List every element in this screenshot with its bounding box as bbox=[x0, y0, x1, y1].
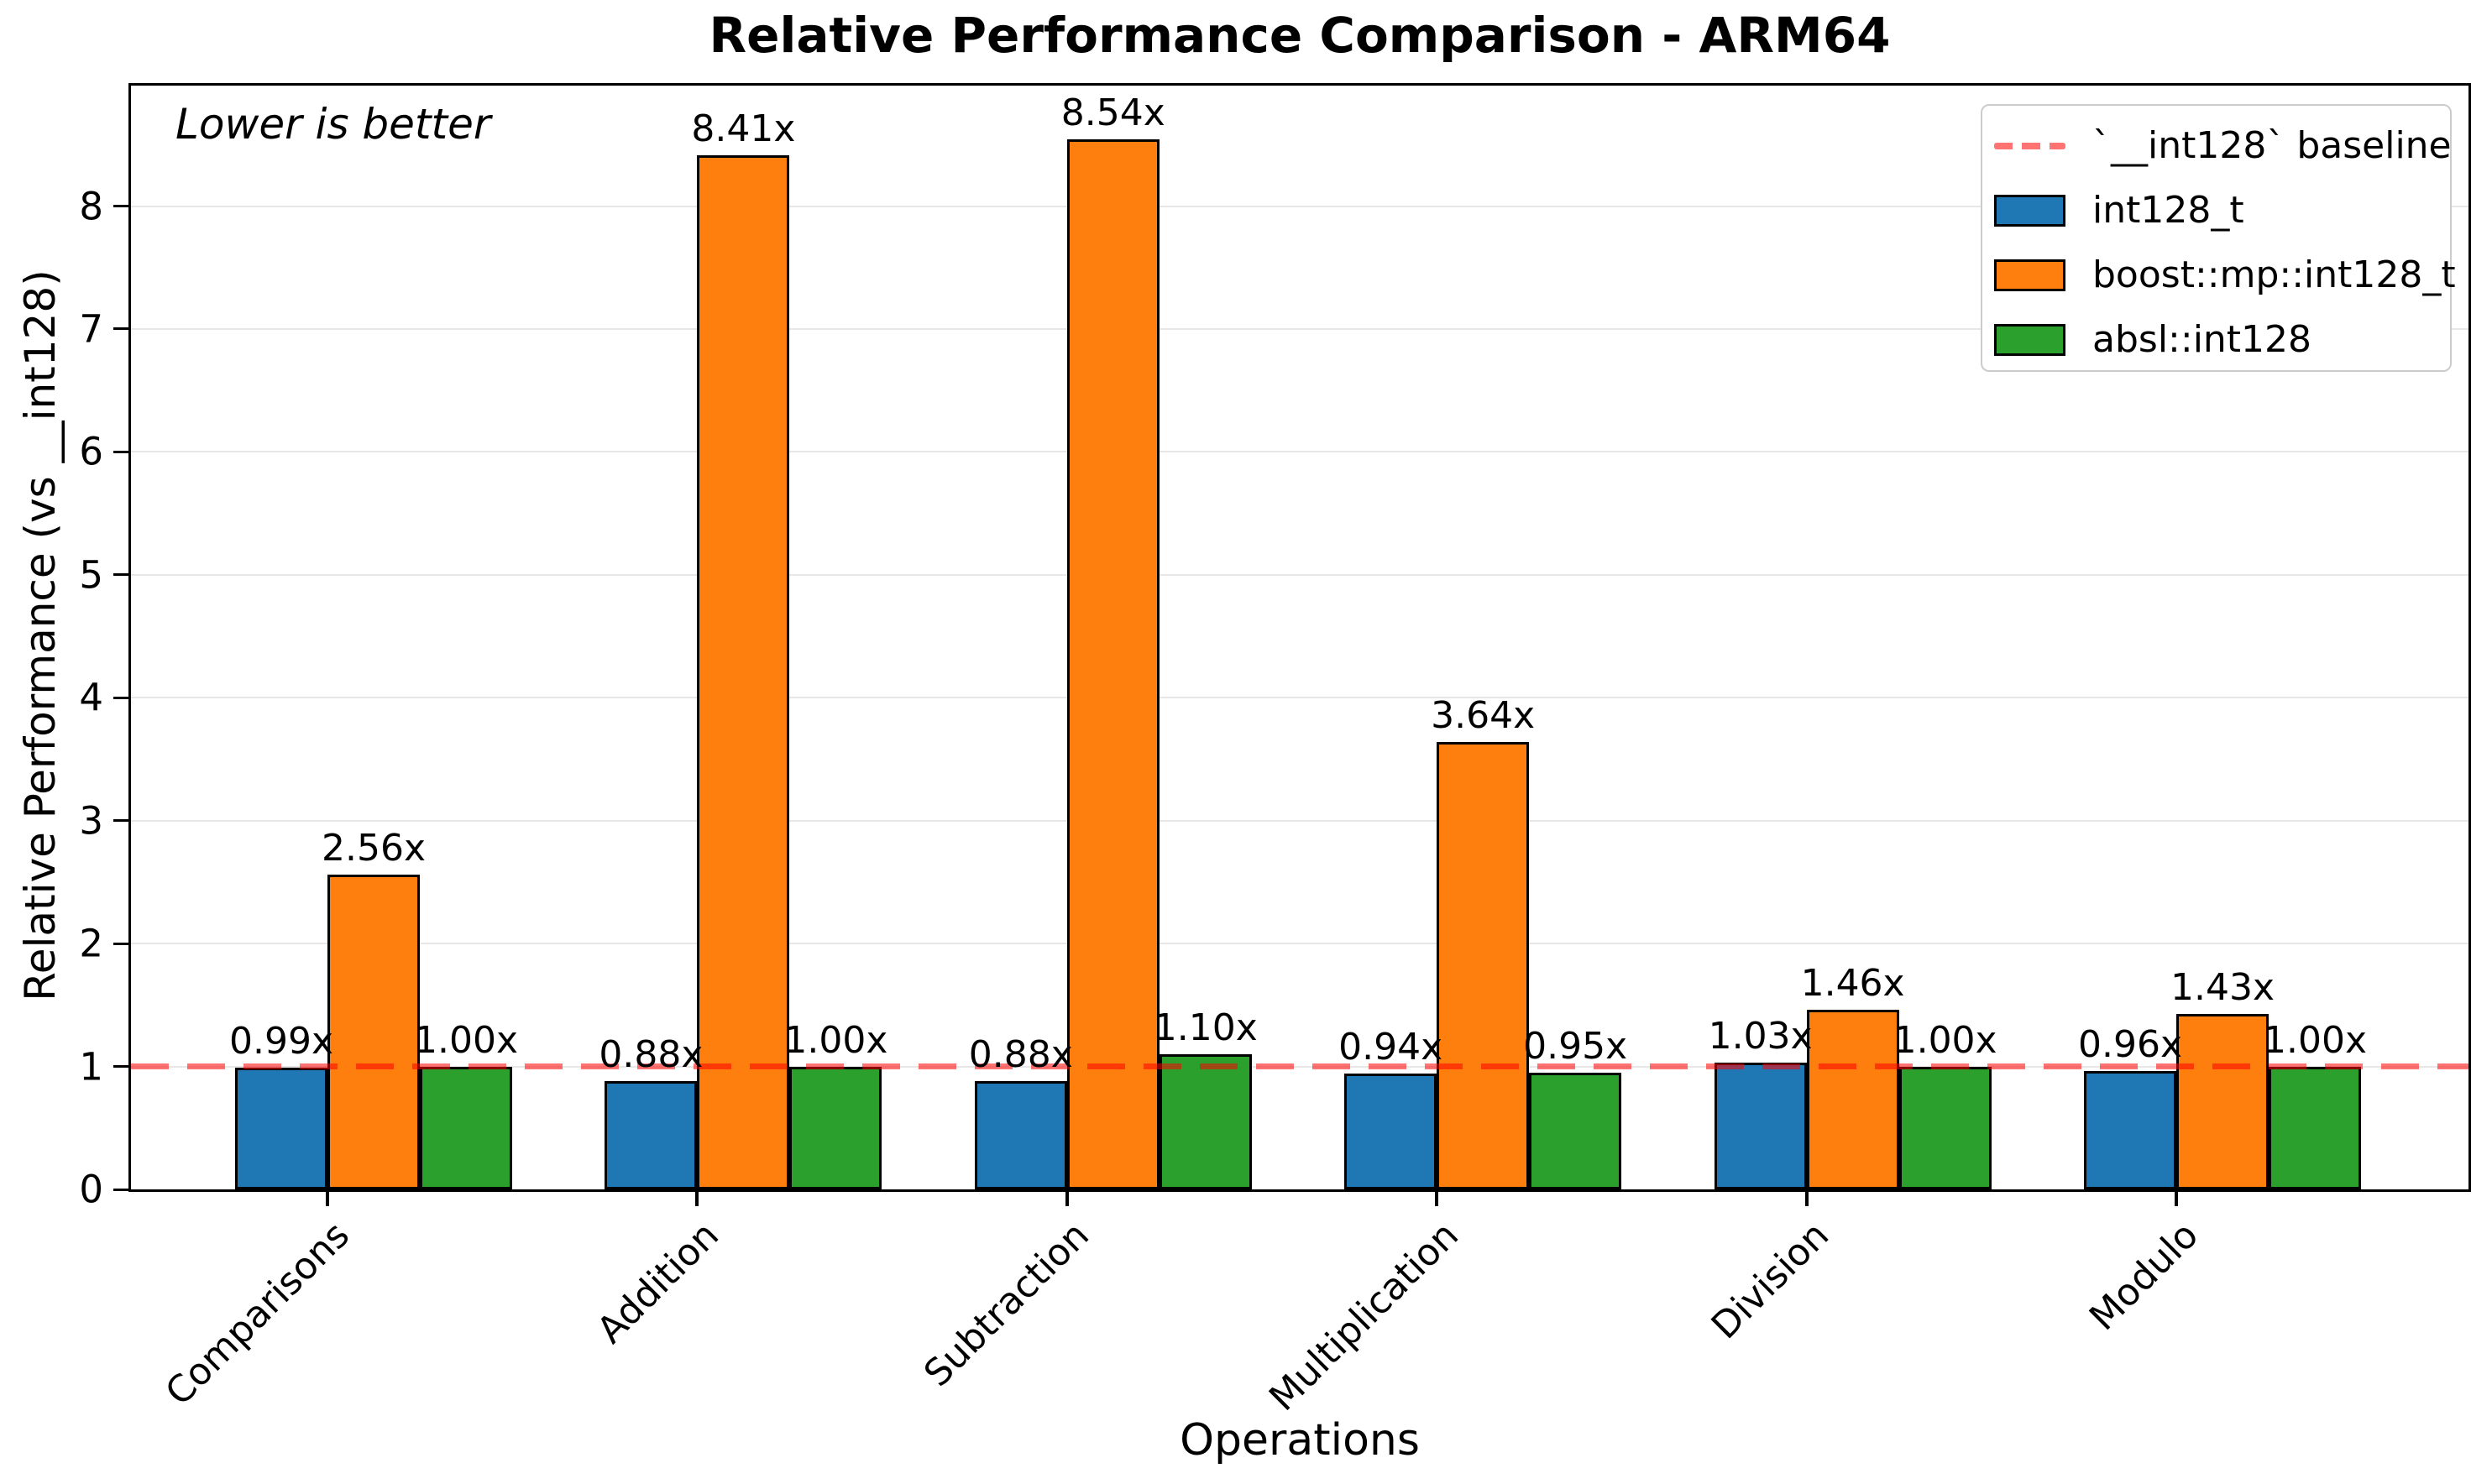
x-tick-mark bbox=[695, 1191, 699, 1206]
bar-absl::int128 bbox=[1529, 1072, 1622, 1189]
y-tick-mark bbox=[113, 573, 128, 577]
bar-boost::mp::int128_t bbox=[1806, 1010, 1899, 1189]
y-tick-label: 5 bbox=[79, 552, 103, 598]
bar-value-label: 3.64x bbox=[1431, 693, 1536, 737]
legend-baseline: `__int128` baseline bbox=[1982, 113, 2452, 178]
bar-absl::int128 bbox=[1159, 1053, 1252, 1189]
gridline-y3 bbox=[131, 819, 2468, 822]
legend-int128_t-swatch bbox=[1994, 194, 2065, 227]
gridline-y4 bbox=[131, 697, 2468, 699]
bar-value-label: 1.00x bbox=[783, 1018, 888, 1062]
bar-boost::mp::int128_t bbox=[2176, 1013, 2269, 1189]
bar-value-label: 0.94x bbox=[1338, 1026, 1443, 1069]
bar-value-label: 0.88x bbox=[599, 1033, 704, 1077]
bar-int128_t bbox=[974, 1081, 1067, 1189]
x-tick-mark bbox=[1065, 1191, 1069, 1206]
bar-value-label: 2.56x bbox=[321, 827, 427, 870]
bar-boost::mp::int128_t bbox=[697, 155, 790, 1189]
legend-boost::mp::int128_t: boost::mp::int128_t bbox=[1982, 243, 2456, 307]
gridline-y2 bbox=[131, 943, 2468, 945]
bar-value-label: 0.95x bbox=[1523, 1024, 1628, 1068]
bar-int128_t bbox=[235, 1068, 327, 1189]
plot-inner: 0.99x 2.56x 1.00x 0.88x 8.41x 1.00x 0.88x 8.54x… bbox=[131, 86, 2468, 1189]
x-tick-mark bbox=[1804, 1191, 1809, 1206]
legend-boost::mp::int128_t-label: boost::mp::int128_t bbox=[2092, 253, 2456, 296]
baseline-line bbox=[131, 1063, 2468, 1070]
bar-boost::mp::int128_t bbox=[1066, 139, 1160, 1189]
y-tick-mark bbox=[113, 327, 128, 331]
y-tick-mark bbox=[113, 696, 128, 699]
y-tick-mark bbox=[113, 1188, 128, 1191]
bar-absl::int128 bbox=[1898, 1066, 1992, 1189]
x-axis-title: Operations bbox=[1180, 1415, 1420, 1466]
gridline-y5 bbox=[131, 573, 2468, 576]
gridline-y6 bbox=[131, 451, 2468, 453]
lower-is-better-annotation: Lower is better bbox=[175, 100, 491, 149]
bar-boost::mp::int128_t bbox=[327, 875, 420, 1189]
bar-absl::int128 bbox=[2269, 1066, 2361, 1189]
y-tick-label: 4 bbox=[79, 675, 103, 720]
chart-title: Relative Performance Comparison - ARM64 bbox=[709, 7, 1891, 64]
legend-boost::mp::int128_t-swatch bbox=[1994, 259, 2065, 291]
y-tick-mark bbox=[113, 205, 128, 207]
legend-baseline-label: `__int128` baseline bbox=[2092, 124, 2452, 167]
bar-value-label: 1.00x bbox=[413, 1018, 519, 1062]
plot-area: 0.99x 2.56x 1.00x 0.88x 8.41x 1.00x 0.88x 8.54x… bbox=[128, 83, 2471, 1192]
bar-value-label: 1.00x bbox=[1893, 1018, 1997, 1062]
bar-value-label: 1.10x bbox=[1153, 1006, 1258, 1049]
y-tick-mark bbox=[113, 450, 128, 453]
bar-boost::mp::int128_t bbox=[1437, 741, 1530, 1189]
x-tick-mark bbox=[1435, 1191, 1439, 1206]
bar-value-label: 1.46x bbox=[1800, 962, 1905, 1006]
bar-value-label: 1.43x bbox=[2170, 965, 2275, 1009]
legend-absl::int128-swatch bbox=[1994, 323, 2065, 356]
bar-value-label: 0.96x bbox=[2077, 1023, 2183, 1067]
bar-int128_t bbox=[2084, 1071, 2176, 1189]
y-tick-label: 7 bbox=[79, 306, 103, 352]
y-axis-title: Relative Performance (vs __int128) bbox=[16, 269, 65, 1001]
bar-value-label: 0.99x bbox=[228, 1020, 334, 1063]
y-tick-mark bbox=[113, 819, 128, 823]
y-tick-label: 0 bbox=[79, 1167, 103, 1212]
y-tick-label: 2 bbox=[79, 921, 103, 966]
legend-absl::int128: absl::int128 bbox=[1982, 307, 2450, 372]
legend-int128_t-label: int128_t bbox=[2092, 189, 2244, 232]
y-tick-label: 3 bbox=[79, 798, 103, 844]
x-tick-mark bbox=[326, 1191, 329, 1206]
bar-absl::int128 bbox=[420, 1066, 512, 1189]
bar-value-label: 8.41x bbox=[691, 107, 796, 151]
y-tick-label: 1 bbox=[79, 1044, 103, 1089]
bar-absl::int128 bbox=[789, 1066, 882, 1189]
gridline-y8 bbox=[131, 205, 2468, 207]
legend-absl::int128-label: absl::int128 bbox=[2092, 318, 2312, 361]
bar-value-label: 8.54x bbox=[1060, 91, 1165, 135]
y-tick-label: 6 bbox=[79, 429, 103, 474]
bar-int128_t bbox=[1344, 1074, 1437, 1189]
y-tick-label: 8 bbox=[79, 184, 103, 228]
bar-value-label: 1.00x bbox=[2262, 1018, 2368, 1062]
y-tick-mark bbox=[113, 942, 128, 945]
y-tick-mark bbox=[113, 1065, 128, 1069]
bar-int128_t bbox=[1714, 1063, 1807, 1189]
legend-baseline-swatch bbox=[1994, 142, 2065, 149]
bar-value-label: 0.88x bbox=[968, 1033, 1073, 1077]
bar-value-label: 1.03x bbox=[1708, 1015, 1813, 1058]
legend-int128_t: int128_t bbox=[1982, 178, 2450, 243]
x-tick-mark bbox=[2175, 1191, 2178, 1206]
gridline-y7 bbox=[131, 327, 2468, 330]
bar-int128_t bbox=[605, 1081, 698, 1189]
